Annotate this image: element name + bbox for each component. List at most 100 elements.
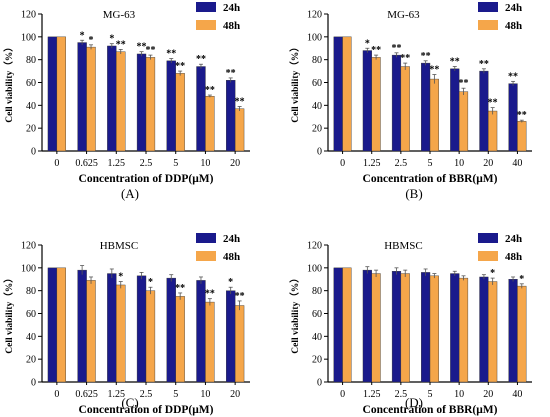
significance-mark: ** <box>508 71 518 82</box>
x-tick-label: 10 <box>454 389 464 400</box>
significance-mark: ** <box>205 289 215 300</box>
bar-48h <box>86 46 96 152</box>
legend-swatch-24h <box>478 2 498 12</box>
y-tick-label: 40 <box>26 101 36 112</box>
bar-24h <box>391 54 402 152</box>
bar-24h <box>226 80 236 152</box>
y-tick-label: 80 <box>26 55 36 66</box>
significance-mark: ** <box>145 45 155 56</box>
y-tick-label: 120 <box>307 10 322 21</box>
legend-swatch-24h <box>196 2 216 12</box>
y-tick-label: 100 <box>21 263 36 274</box>
bar-24h <box>421 272 431 383</box>
bar-24h <box>391 271 402 383</box>
significance-mark: ** <box>488 98 498 109</box>
legend-swatch-48h <box>196 251 216 261</box>
significance-mark: ** <box>429 65 439 76</box>
bar-24h <box>333 36 343 152</box>
y-tick-label: 100 <box>21 32 36 43</box>
bar-48h <box>116 51 126 152</box>
y-axis-label: Cell viability（%） <box>3 42 15 123</box>
x-tick-label: 0 <box>54 389 59 400</box>
bar-48h <box>56 267 66 383</box>
y-tick-label: 0 <box>31 378 36 389</box>
bar-24h <box>450 273 460 383</box>
significance-mark: ** <box>450 57 460 68</box>
bar-48h <box>116 284 126 383</box>
y-tick-label: 20 <box>312 124 322 135</box>
legend-label-24h: 24h <box>223 2 240 14</box>
significance-mark: ** <box>400 53 410 64</box>
y-tick-label: 0 <box>31 147 36 158</box>
y-axis-label: Cell viability（%） <box>289 273 301 354</box>
chart-panel-2: 0204060801001200***1.25****2.5****5****1… <box>289 2 532 201</box>
significance-mark: ** <box>235 96 245 107</box>
legend-swatch-24h <box>196 233 216 243</box>
panel-label: (B) <box>405 186 422 201</box>
bar-48h <box>400 66 410 152</box>
x-tick-label: 10 <box>454 158 464 169</box>
x-axis-label: Concentration of BBR(μM) <box>363 173 498 185</box>
bar-24h <box>196 66 206 152</box>
significance-mark: ** <box>517 110 527 121</box>
x-tick-label: 0.625 <box>75 389 98 400</box>
legend-swatch-48h <box>196 20 216 30</box>
significance-mark: ** <box>116 39 126 50</box>
bar-48h <box>175 296 185 383</box>
x-tick-label: 1.25 <box>108 158 126 169</box>
significance-mark: ** <box>391 43 401 54</box>
bar-48h <box>145 290 156 383</box>
x-tick-label: 2.5 <box>395 158 408 169</box>
bar-48h <box>429 275 439 383</box>
y-axis-label: Cell viability（%） <box>3 273 15 354</box>
bar-48h <box>205 301 215 383</box>
y-tick-label: 20 <box>26 124 36 135</box>
bar-48h <box>371 57 381 152</box>
x-tick-label: 2.5 <box>395 389 408 400</box>
bar-48h <box>175 73 185 152</box>
legend-label-24h: 24h <box>223 233 240 245</box>
bar-24h <box>479 276 489 383</box>
y-tick-label: 80 <box>312 55 322 66</box>
y-tick-label: 0 <box>317 378 322 389</box>
bar-24h <box>508 279 518 383</box>
significance-mark: * <box>228 277 233 288</box>
x-tick-label: 10 <box>200 158 210 169</box>
significance-mark: ** <box>479 59 489 70</box>
chart-title: HBMSC <box>100 240 139 252</box>
bar-24h <box>107 45 117 152</box>
x-axis-label: Concentration of DDP(μM) <box>79 404 214 416</box>
x-tick-label: 10 <box>200 389 210 400</box>
bar-48h <box>86 280 96 383</box>
legend-swatch-24h <box>478 233 498 243</box>
bar-24h <box>479 70 489 152</box>
x-tick-label: 5 <box>428 389 433 400</box>
x-axis-label: Concentration of DDP(μM) <box>79 173 214 185</box>
y-tick-label: 60 <box>312 309 322 320</box>
x-tick-label: 20 <box>483 158 493 169</box>
x-tick-label: 1.25 <box>363 158 381 169</box>
significance-mark: ** <box>371 45 381 56</box>
bar-48h <box>342 267 352 383</box>
bar-24h <box>136 53 147 152</box>
y-tick-label: 40 <box>312 332 322 343</box>
significance-mark: ** <box>166 49 176 60</box>
x-tick-label: 0.625 <box>75 158 98 169</box>
x-tick-label: 2.5 <box>140 389 153 400</box>
y-tick-label: 120 <box>307 241 322 252</box>
bar-24h <box>77 269 87 383</box>
significance-mark: * <box>365 38 370 49</box>
bar-48h <box>458 91 469 152</box>
y-tick-label: 40 <box>26 332 36 343</box>
legend-label-48h: 48h <box>223 251 240 263</box>
bar-48h <box>234 305 245 383</box>
y-tick-label: 100 <box>307 263 322 274</box>
significance-mark: ** <box>459 78 469 89</box>
bar-24h <box>362 269 372 383</box>
bar-24h <box>362 50 372 152</box>
significance-mark: ** <box>175 61 185 72</box>
x-tick-label: 5 <box>173 158 178 169</box>
significance-mark: * <box>80 30 85 41</box>
